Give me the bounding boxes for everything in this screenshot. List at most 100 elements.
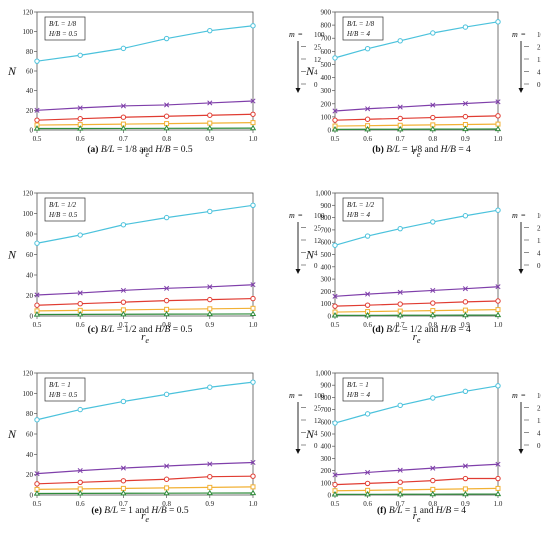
y-tick-label: 120 [23, 9, 34, 17]
data-point [250, 98, 256, 104]
series-m-12 [34, 111, 256, 123]
data-point [332, 481, 338, 488]
y-tick-label: 400 [321, 443, 332, 451]
legend: m= 100 25 12 4 0 [512, 211, 541, 274]
legend-entry: 0 [537, 81, 541, 89]
x-tick-label: 0.6 [76, 135, 85, 143]
y-tick-label: 300 [321, 455, 332, 463]
data-point [462, 213, 469, 219]
data-point [397, 125, 404, 132]
data-point [34, 240, 40, 246]
data-point [34, 302, 40, 308]
y-tick-label: 1,000 [315, 190, 331, 198]
series-m-4 [332, 485, 501, 494]
legend-m-symbol: m [512, 391, 518, 400]
data-point [164, 102, 170, 108]
series-m-12 [34, 295, 256, 308]
caption-part: H/B [435, 506, 452, 516]
y-tick-label: 100 [23, 390, 34, 398]
y-axis-label: N [305, 248, 315, 262]
legend-entry: 100 [537, 212, 541, 220]
legend-entry: 0 [537, 262, 541, 270]
y-axis-label: N [305, 64, 315, 78]
legend-entry: 0 [314, 262, 318, 270]
data-point [462, 299, 469, 305]
data-point [207, 461, 213, 467]
series-line [334, 463, 499, 476]
data-point [207, 27, 213, 34]
y-tick-label: 500 [321, 61, 332, 69]
y-tick-label: 800 [321, 394, 332, 402]
data-point [120, 489, 127, 496]
data-point [462, 490, 469, 497]
y-tick-label: 0 [328, 127, 332, 135]
legend-entry: 100 [537, 392, 541, 400]
data-point [331, 311, 339, 318]
x-tick-label: 0.6 [363, 500, 372, 508]
data-point [250, 379, 256, 385]
series-m-4 [34, 484, 256, 492]
x-tick-label: 0.7 [119, 500, 128, 508]
x-axis-label-main: r [141, 145, 146, 157]
data-point [120, 114, 127, 120]
y-tick-label: 60 [26, 431, 34, 439]
y-tick-label: 500 [321, 431, 332, 439]
series-line [36, 204, 254, 244]
legend-entry: 4 [314, 250, 318, 258]
data-point [206, 124, 213, 131]
legend: m= 100 25 12 4 0 [512, 391, 541, 454]
data-point [397, 479, 403, 485]
x-axis-label-subscript: e [145, 515, 149, 524]
series-line [334, 309, 499, 313]
data-point [430, 486, 436, 492]
data-point [163, 489, 170, 496]
legend-equals: = [298, 30, 303, 39]
data-point [430, 395, 436, 401]
y-tick-label: 100 [23, 210, 34, 218]
x-tick-label: 0.7 [396, 500, 405, 508]
data-point [397, 104, 403, 110]
caption-part: (c) [88, 324, 99, 335]
legend-entry: 12 [314, 417, 322, 425]
series-m-100 [332, 383, 501, 426]
data-point [163, 310, 170, 317]
panel-caption: (d) B/L = 1/2 and H/B = 4 [372, 324, 471, 335]
y-tick-label: 60 [26, 251, 34, 259]
data-point [249, 489, 257, 496]
data-point [430, 465, 436, 471]
series-m-0 [33, 124, 257, 131]
legend-arrow-head [518, 88, 524, 93]
caption-part: H/B [150, 506, 167, 516]
data-point [462, 475, 469, 482]
data-point [77, 406, 83, 413]
legend-entry: 25 [314, 405, 322, 413]
legend-equals: = [298, 391, 303, 400]
caption-part: = 4 [456, 325, 471, 335]
legend: m= 100 25 12 4 0 [289, 211, 325, 274]
series-line [334, 21, 499, 59]
y-axis-label: N [7, 427, 17, 441]
data-point [77, 310, 84, 317]
data-point [397, 301, 403, 307]
data-point [365, 106, 371, 112]
data-point [120, 485, 126, 491]
data-point [462, 307, 468, 313]
legend: m= 100 25 12 4 0 [289, 391, 325, 454]
data-point [164, 485, 170, 491]
data-point [120, 45, 127, 52]
x-tick-label: 0.6 [76, 500, 85, 508]
series-m-100 [332, 19, 501, 61]
y-axis-label: N [7, 64, 17, 78]
data-point [163, 35, 170, 42]
series-m-0 [33, 310, 257, 317]
caption-part: = 1/8 and [400, 145, 441, 155]
data-point [120, 103, 126, 109]
caption-part: = 0.5 [167, 506, 189, 516]
data-point [332, 420, 338, 426]
series-line [36, 113, 254, 121]
legend: m= 100 25 12 4 0 [512, 30, 541, 93]
x-axis-label: re [141, 510, 149, 524]
series-m-25 [34, 282, 256, 298]
